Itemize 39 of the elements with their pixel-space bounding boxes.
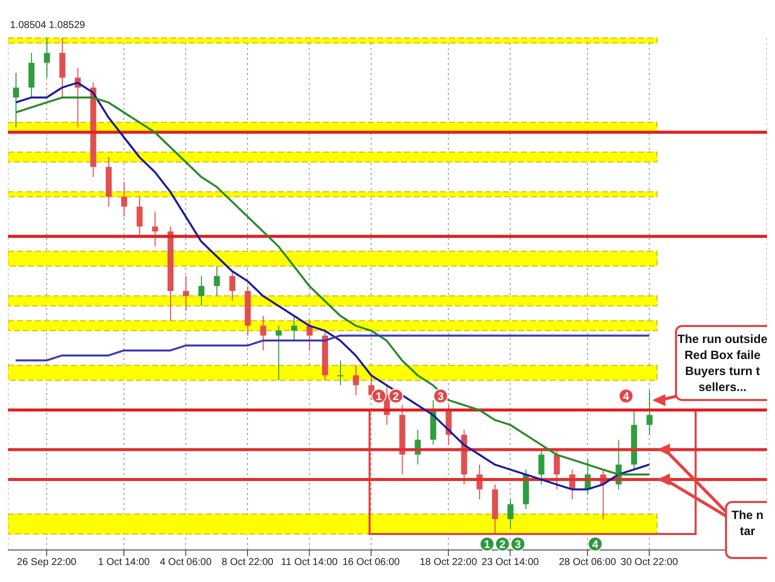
candlestick xyxy=(214,266,220,296)
candlestick xyxy=(182,276,189,312)
candlestick xyxy=(121,181,128,218)
x-tick-label: 16 Oct 06:00 xyxy=(342,557,400,568)
candlestick xyxy=(13,72,19,128)
text: 3 xyxy=(514,539,521,551)
candlestick xyxy=(229,270,236,302)
candlestick xyxy=(291,315,298,342)
annotation: 3 xyxy=(438,391,444,403)
x-tick-label: 11 Oct 14:00 xyxy=(281,557,338,568)
x-tick-label: 26 Sep 22:00 xyxy=(16,557,77,568)
annotation: 4 xyxy=(623,391,630,403)
x-tick-label: 30 Oct 22:00 xyxy=(620,557,678,568)
x-tick-label: 1 Oct 14:00 xyxy=(98,557,150,568)
candlestick xyxy=(338,360,344,386)
x-tick-label: 23 Oct 14:00 xyxy=(482,557,540,568)
candlestick xyxy=(507,498,514,530)
annotation: 1 xyxy=(376,391,382,403)
candlestick xyxy=(44,38,50,78)
text: The n tar xyxy=(732,508,764,538)
x-tick-label: 18 Oct 22:00 xyxy=(420,557,478,568)
text: The run outside Red Box faile Buyers turn t sellers... xyxy=(678,332,768,394)
candlestick xyxy=(646,390,653,436)
x-tick-label: 8 Oct 22:00 xyxy=(222,557,274,568)
candlestick xyxy=(352,364,359,396)
x-tick-label: 4 Oct 06:00 xyxy=(160,557,212,568)
candlestick xyxy=(198,276,204,306)
candlestick xyxy=(538,449,544,485)
x-tick-label: 28 Oct 06:00 xyxy=(558,557,617,568)
candlestick xyxy=(554,449,560,490)
candlestick xyxy=(276,325,282,381)
text: 2 xyxy=(499,539,506,551)
candlestick xyxy=(260,315,266,351)
text: 1.08504 1.08529 xyxy=(10,20,86,31)
text: 4 xyxy=(592,539,600,551)
candlestick xyxy=(136,196,143,237)
text: 1 xyxy=(484,539,490,551)
candlestick xyxy=(152,211,158,247)
annotation: 2 xyxy=(392,391,399,403)
